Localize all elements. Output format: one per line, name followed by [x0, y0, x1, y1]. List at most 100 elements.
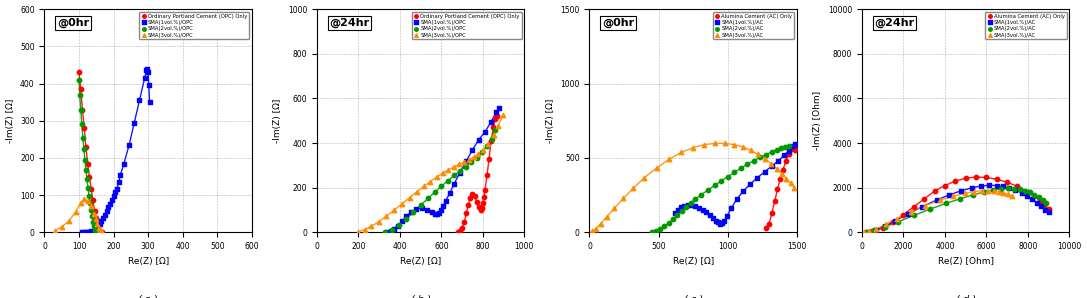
- SMA(1vol.%)/AC: [980, 183, 998, 188]
- SMA(3vol.%)/AC: [773, 171, 790, 176]
- SMA(1vol.%)/OPC: [97, 212, 114, 217]
- SMA(1vol.%)/OPC: [103, 198, 121, 202]
- SMA(2vol.%)/AC: [769, 148, 786, 152]
- SMA(1vol.%)/OPC: [378, 230, 396, 235]
- SMA(3vol.%)/OPC: [440, 167, 458, 172]
- Alumina Cement (AC) Only: [1020, 190, 1037, 194]
- SMA(2vol.%)/OPC: [75, 146, 92, 151]
- SMA(1vol.%)/AC: [867, 227, 885, 232]
- SMA(1vol.%)/OPC: [433, 207, 450, 212]
- SMA(1vol.%)/AC: [711, 221, 728, 226]
- SMA(1vol.%)/OPC: [464, 148, 482, 152]
- SMA(2vol.%)/OPC: [82, 201, 99, 206]
- Alumina Cement (AC) Only: [763, 211, 780, 215]
- SMA(2vol.%)/AC: [1005, 186, 1023, 191]
- X-axis label: Re(Z) [Ω]: Re(Z) [Ω]: [127, 257, 168, 266]
- SMA(1vol.%)/AC: [973, 184, 990, 188]
- SMA(1vol.%)/OPC: [98, 209, 115, 214]
- SMA(2vol.%)/AC: [707, 183, 724, 188]
- SMA(2vol.%)/AC: [726, 170, 744, 175]
- SMA(3vol.%)/AC: [614, 196, 632, 201]
- SMA(3vol.%)/AC: [685, 145, 702, 150]
- SMA(3vol.%)/AC: [945, 194, 962, 199]
- SMA(1vol.%)/AC: [719, 214, 736, 218]
- SMA(1vol.%)/OPC: [104, 194, 122, 199]
- SMA(1vol.%)/OPC: [398, 214, 415, 219]
- SMA(1vol.%)/OPC: [418, 207, 436, 212]
- SMA(3vol.%)/OPC: [93, 230, 111, 235]
- SMA(1vol.%)/AC: [670, 207, 687, 212]
- SMA(2vol.%)/OPC: [87, 227, 104, 232]
- SMA(3vol.%)/AC: [955, 191, 973, 196]
- SMA(1vol.%)/OPC: [130, 98, 148, 103]
- SMA(2vol.%)/AC: [1011, 187, 1028, 192]
- Ordinary Portland Cement (OPC) Only: [88, 227, 105, 232]
- SMA(2vol.%)/OPC: [72, 107, 89, 112]
- Ordinary Portland Cement (OPC) Only: [91, 230, 109, 235]
- SMA(1vol.%)/OPC: [109, 186, 126, 191]
- Ordinary Portland Cement (OPC) Only: [464, 192, 482, 197]
- SMA(1vol.%)/OPC: [121, 142, 138, 147]
- SMA(1vol.%)/OPC: [101, 201, 118, 206]
- Y-axis label: -Im(Z) [Ohm]: -Im(Z) [Ohm]: [813, 91, 823, 150]
- SMA(3vol.%)/AC: [763, 161, 780, 166]
- Ordinary Portland Cement (OPC) Only: [88, 224, 105, 228]
- SMA(3vol.%)/AC: [965, 189, 983, 194]
- SMA(2vol.%)/AC: [905, 213, 923, 218]
- SMA(1vol.%)/AC: [928, 198, 946, 202]
- Alumina Cement (AC) Only: [947, 179, 964, 184]
- Ordinary Portland Cement (OPC) Only: [89, 229, 107, 233]
- Y-axis label: -Im(Z) [Ω]: -Im(Z) [Ω]: [546, 99, 554, 143]
- Text: ( a ): ( a ): [138, 295, 158, 298]
- SMA(2vol.%)/OPC: [77, 167, 95, 172]
- SMA(3vol.%)/AC: [587, 226, 604, 231]
- Alumina Cement (AC) Only: [988, 177, 1005, 182]
- Ordinary Portland Cement (OPC) Only: [93, 230, 111, 235]
- SMA(1vol.%)/OPC: [393, 219, 411, 224]
- Text: @24hr: @24hr: [874, 18, 914, 28]
- SMA(2vol.%)/OPC: [85, 220, 102, 224]
- SMA(2vol.%)/AC: [739, 162, 757, 167]
- Ordinary Portland Cement (OPC) Only: [451, 229, 468, 234]
- Alumina Cement (AC) Only: [783, 147, 800, 152]
- SMA(1vol.%)/AC: [757, 169, 774, 174]
- SMA(2vol.%)/OPC: [390, 223, 408, 227]
- Alumina Cement (AC) Only: [864, 229, 882, 234]
- SMA(2vol.%)/OPC: [446, 173, 463, 178]
- SMA(1vol.%)/AC: [1007, 188, 1024, 193]
- SMA(3vol.%)/AC: [673, 150, 690, 155]
- Alumina Cement (AC) Only: [787, 148, 804, 152]
- Alumina Cement (AC) Only: [777, 159, 795, 164]
- SMA(2vol.%)/AC: [719, 174, 736, 179]
- Ordinary Portland Cement (OPC) Only: [74, 107, 91, 112]
- SMA(1vol.%)/OPC: [483, 119, 500, 124]
- SMA(3vol.%)/OPC: [90, 225, 108, 230]
- SMA(2vol.%)/AC: [1034, 198, 1051, 202]
- Legend: Alumina Cement (AC) Only, SMA(1vol.%)/AC, SMA(2vol.%)/AC, SMA(3vol.%)/AC: Alumina Cement (AC) Only, SMA(1vol.%)/AC…: [713, 12, 795, 39]
- SMA(3vol.%)/AC: [785, 185, 802, 190]
- SMA(1vol.%)/AC: [1037, 207, 1054, 212]
- Text: @0hr: @0hr: [602, 18, 634, 28]
- SMA(2vol.%)/AC: [686, 197, 703, 202]
- SMA(1vol.%)/OPC: [426, 211, 443, 216]
- Alumina Cement (AC) Only: [957, 176, 974, 181]
- SMA(3vol.%)/AC: [861, 229, 878, 234]
- SMA(3vol.%)/OPC: [83, 204, 100, 209]
- SMA(3vol.%)/AC: [707, 141, 724, 146]
- Alumina Cement (AC) Only: [1009, 184, 1026, 189]
- SMA(3vol.%)/AC: [716, 141, 734, 146]
- SMA(1vol.%)/OPC: [385, 227, 402, 232]
- Ordinary Portland Cement (OPC) Only: [470, 205, 487, 210]
- SMA(3vol.%)/AC: [636, 175, 653, 180]
- SMA(3vol.%)/OPC: [393, 201, 411, 206]
- SMA(1vol.%)/OPC: [476, 130, 493, 134]
- SMA(3vol.%)/OPC: [89, 222, 107, 227]
- SMA(1vol.%)/OPC: [92, 219, 110, 224]
- SMA(2vol.%)/AC: [952, 196, 970, 201]
- Ordinary Portland Cement (OPC) Only: [91, 230, 109, 235]
- SMA(1vol.%)/AC: [963, 185, 980, 190]
- Alumina Cement (AC) Only: [885, 220, 902, 225]
- SMA(1vol.%)/AC: [1023, 197, 1040, 201]
- SMA(2vol.%)/OPC: [73, 122, 90, 127]
- SMA(1vol.%)/OPC: [80, 229, 98, 234]
